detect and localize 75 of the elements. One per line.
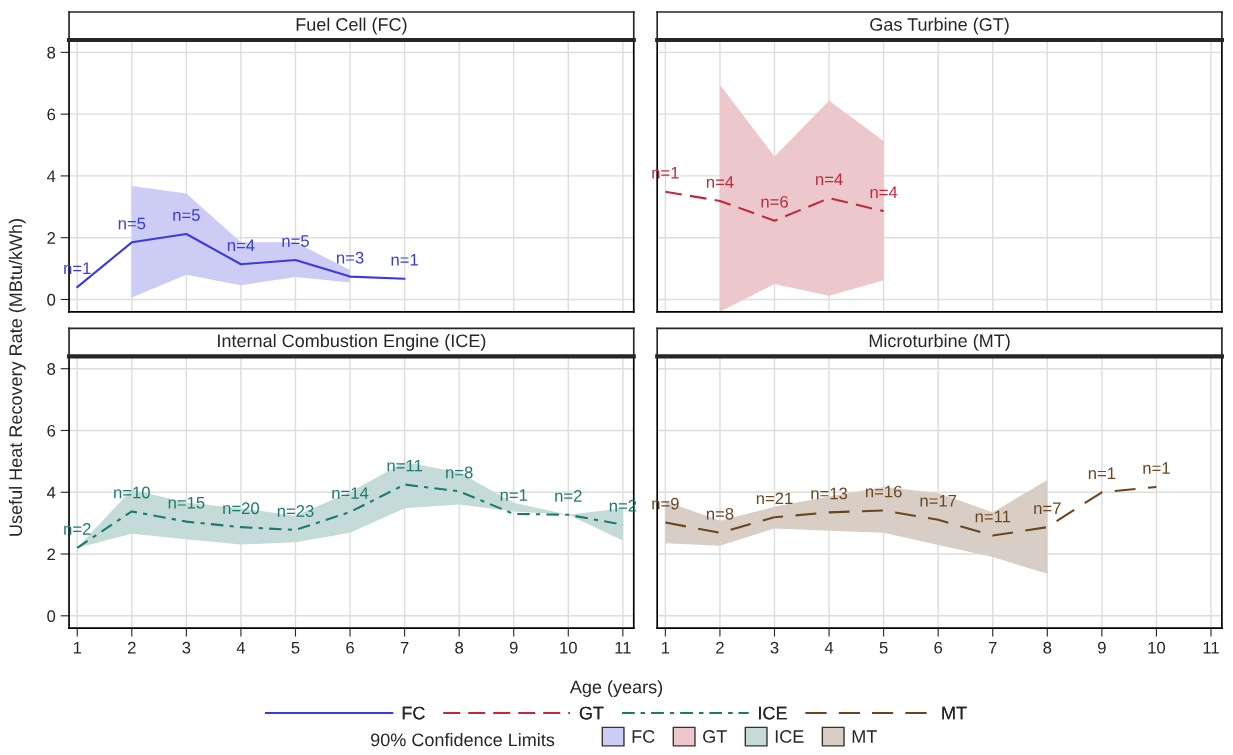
x-tick-label: 10 xyxy=(560,641,577,654)
text: ICE xyxy=(775,730,804,743)
chart-title: Gas Turbine (GT) xyxy=(870,17,1009,35)
annotation: n=11 xyxy=(975,510,1011,523)
text: FC xyxy=(402,706,425,720)
y-tick-label: 4 xyxy=(46,486,56,499)
annotation: n=10 xyxy=(114,486,150,499)
y-tick-label: 6 xyxy=(47,424,56,437)
y-tick-label: 6 xyxy=(47,108,56,121)
annotation: n=8 xyxy=(706,507,734,520)
x-tick-label: 5 xyxy=(879,641,888,654)
annotation: n=14 xyxy=(332,487,369,499)
x-tick-label: 1 xyxy=(73,641,82,654)
annotation: n=11 xyxy=(387,459,422,472)
y-tick-label: 0 xyxy=(47,293,56,306)
annotation: n=7 xyxy=(1034,502,1061,514)
annotation: n=4 xyxy=(227,239,255,252)
x-tick-label: 6 xyxy=(934,641,943,654)
x-tick-label: 3 xyxy=(770,641,779,654)
annotation: n=2 xyxy=(555,489,582,502)
text: GT xyxy=(579,706,604,720)
text: MT xyxy=(852,730,877,743)
text: MT xyxy=(942,706,967,720)
x-tick-label: 2 xyxy=(128,641,136,654)
y-tick-label: 8 xyxy=(47,46,56,59)
text: FC xyxy=(632,730,655,743)
annotation: n=17 xyxy=(920,495,957,507)
annotation: n=1 xyxy=(391,254,418,266)
annotation: n=4 xyxy=(816,173,843,185)
y-tick-label: 2 xyxy=(47,548,56,561)
annotation: n=13 xyxy=(811,487,848,500)
chart-title: Fuel Cell (FC) xyxy=(296,17,407,35)
x-tick-label: 10 xyxy=(1148,641,1166,654)
x-tick-label: 5 xyxy=(291,641,300,654)
x-tick-label: 8 xyxy=(1043,641,1052,654)
y-axis-title: Useful Heat Recovery Rate (MBtu/kWh) xyxy=(8,219,26,536)
x-tick-label: 9 xyxy=(509,641,518,654)
x-tick-label: 7 xyxy=(400,641,409,654)
text: GT xyxy=(703,730,727,743)
annotation: n=6 xyxy=(761,195,788,208)
annotation: n=4 xyxy=(870,186,898,198)
chart-title: Internal Combustion Engine (ICE) xyxy=(218,333,486,351)
legend-title: 90% Confidence Limits xyxy=(371,732,555,747)
x-tick-label: 9 xyxy=(1098,641,1106,654)
annotation: n=15 xyxy=(168,496,205,509)
annotation: n=20 xyxy=(223,502,260,515)
annotation: n=3 xyxy=(337,251,364,264)
x-tick-label: 1 xyxy=(662,641,670,654)
annotation: n=21 xyxy=(756,492,793,505)
x-tick-label: 7 xyxy=(988,641,997,654)
annotation: n=5 xyxy=(118,217,146,230)
text: ICE xyxy=(759,706,787,720)
annotation: n=8 xyxy=(446,466,473,479)
x-tick-label: 4 xyxy=(236,641,246,654)
x-axis-title: Age (years) xyxy=(569,680,663,697)
x-tick-label: 11 xyxy=(1203,641,1219,654)
y-tick-label: 0 xyxy=(47,610,56,623)
x-tick-label: 11 xyxy=(615,641,631,654)
annotation: n=4 xyxy=(706,176,734,188)
x-tick-label: 2 xyxy=(716,641,724,654)
annotation: n=5 xyxy=(282,235,309,247)
annotation: n=1 xyxy=(1088,467,1116,480)
annotation: n=5 xyxy=(173,209,200,221)
y-tick-label: 2 xyxy=(47,232,56,244)
x-tick-label: 8 xyxy=(455,641,464,654)
y-tick-label: 8 xyxy=(47,363,56,375)
x-tick-label: 4 xyxy=(824,641,834,654)
chart-title: Microturbine (MT) xyxy=(869,333,1010,351)
annotation: n=23 xyxy=(277,505,314,517)
annotation: n=1 xyxy=(500,489,528,501)
y-tick-label: 4 xyxy=(46,170,56,182)
annotation: n=16 xyxy=(865,485,902,498)
annotation: n=1 xyxy=(1143,462,1170,474)
x-tick-label: 3 xyxy=(182,641,191,654)
x-tick-label: 6 xyxy=(346,641,354,654)
